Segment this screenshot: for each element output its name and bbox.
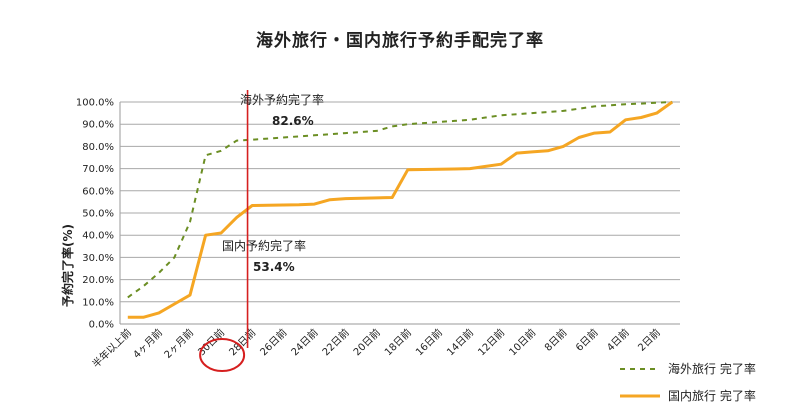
chart-title: 海外旅行・国内旅行予約手配完了率: [256, 31, 544, 51]
y-tick-label: 10.0%: [82, 297, 114, 308]
x-tick-label: 16日前: [413, 326, 445, 358]
annotation-value-domestic: 53.4%: [253, 260, 295, 274]
x-tick-label: 4ヶ月前: [130, 326, 165, 361]
series-line-domestic: [127, 100, 674, 319]
y-tick-label: 40.0%: [82, 231, 114, 242]
legend-label-domestic: 国内旅行 完了率: [668, 388, 756, 403]
y-tick-label: 50.0%: [82, 209, 114, 220]
y-tick-label: 20.0%: [82, 275, 114, 286]
x-tick-label: 2ヶ月前: [161, 326, 196, 361]
y-tick-label: 30.0%: [82, 253, 114, 264]
highlight-circle: [199, 338, 246, 372]
x-tick-label: 12日前: [475, 326, 507, 358]
annotation-value-overseas: 82.6%: [272, 114, 314, 128]
legend: 海外旅行 完了率 国内旅行 完了率: [620, 361, 756, 403]
series-line-overseas: [127, 101, 673, 299]
y-tick-label: 80.0%: [82, 142, 114, 153]
x-tick-label: 14日前: [444, 326, 476, 358]
annotation-label-overseas: 海外予約完了率: [240, 92, 324, 107]
annotation-label-domestic: 国内予約完了率: [222, 238, 306, 253]
x-tick-label: 26日前: [257, 326, 289, 358]
x-tick-label: 10日前: [506, 326, 538, 358]
x-tick-label: 28日前: [226, 326, 258, 358]
y-tick-label: 70.0%: [82, 164, 114, 175]
x-tick-label: 24日前: [288, 326, 320, 358]
y-tick-labels: 0.0% 10.0% 20.0% 30.0% 40.0% 50.0% 60.0% 70.0% 8…: [76, 98, 114, 331]
y-tick-label: 0.0%: [89, 320, 114, 331]
y-tick-label: 100.0%: [76, 98, 114, 109]
x-tick-label: 18日前: [382, 326, 414, 358]
y-tick-label: 60.0%: [82, 186, 114, 197]
x-tick-label: 半年以上前: [89, 326, 134, 371]
x-tick-label: 6日前: [573, 326, 601, 354]
x-tick-label: 22日前: [319, 326, 351, 358]
x-tick-label: 4日前: [604, 326, 632, 354]
x-tick-label: 20日前: [350, 326, 382, 358]
y-tick-label: 90.0%: [82, 120, 114, 131]
gridlines: [120, 101, 680, 303]
x-tick-label: 2日前: [635, 326, 663, 354]
x-tick-label: 8日前: [542, 326, 570, 354]
legend-label-overseas: 海外旅行 完了率: [668, 361, 756, 376]
